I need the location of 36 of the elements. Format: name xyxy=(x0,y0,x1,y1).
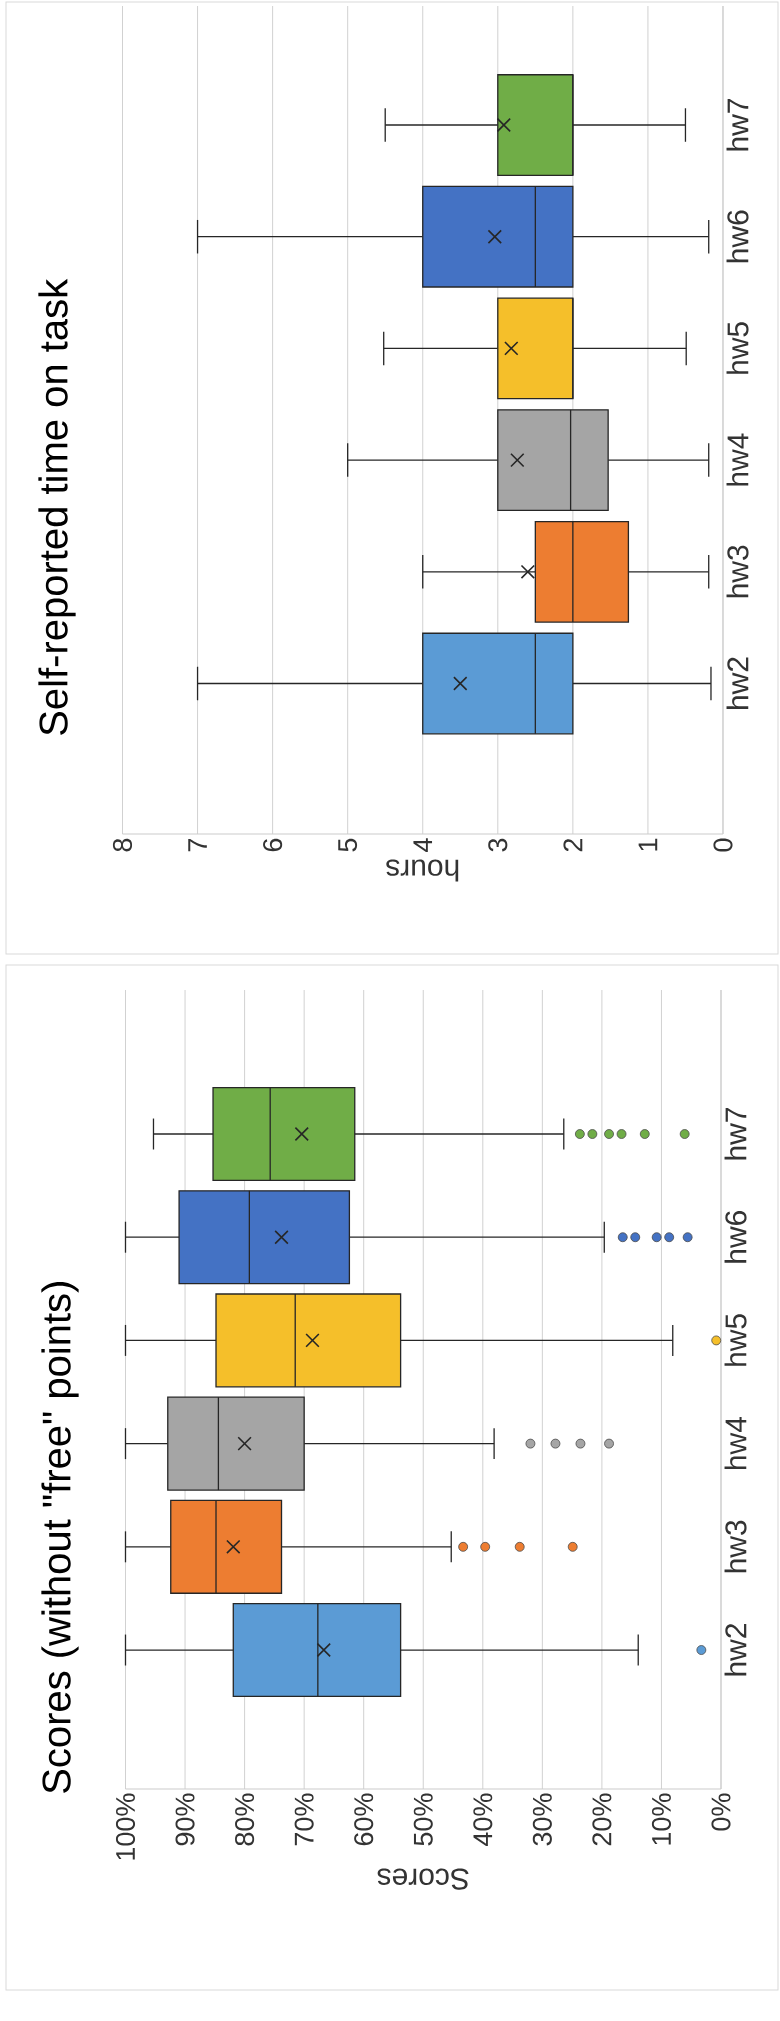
y-tick-label: hw2 xyxy=(724,1624,747,1676)
x-tick-label: 3 xyxy=(488,838,508,852)
x-tick-label: 8 xyxy=(112,838,133,852)
x-tick-label: 20% xyxy=(592,1793,612,1846)
y-tick-label: hw4 xyxy=(726,433,749,486)
x-tick-label: 40% xyxy=(473,1793,493,1846)
x-tick-label: 100% xyxy=(115,1793,136,1860)
y-tick-label: hw3 xyxy=(726,545,749,598)
y-tick-label: hw6 xyxy=(724,1211,747,1263)
x-tick-label: 90% xyxy=(175,1793,195,1846)
x-axis-title: Scores xyxy=(377,1868,469,1890)
y-tick-label: hw4 xyxy=(724,1416,747,1470)
x-tick-label: 80% xyxy=(235,1793,255,1846)
x-tick-label: 1 xyxy=(638,838,658,851)
x-tick-label: 2 xyxy=(563,838,583,852)
x-tick-label: 0% xyxy=(711,1793,731,1831)
text: Scores (without "free" points) xyxy=(41,1282,79,1793)
x-tick-label: 10% xyxy=(651,1793,672,1845)
y-tick-label: hw5 xyxy=(724,1314,747,1366)
text: Self-reported time on task xyxy=(38,278,76,735)
y-tick-label: hw3 xyxy=(724,1520,747,1573)
y-tick-label: hw7 xyxy=(724,1108,747,1160)
y-tick-label: hw5 xyxy=(726,322,749,374)
x-tick-label: 0 xyxy=(713,838,733,852)
x-tick-label: 60% xyxy=(354,1793,374,1846)
x-tick-label: 7 xyxy=(188,838,207,852)
x-tick-label: 30% xyxy=(532,1793,552,1846)
x-tick-label: 50% xyxy=(413,1793,433,1846)
x-tick-label: 4 xyxy=(413,838,433,852)
x-tick-label: 6 xyxy=(263,838,283,852)
y-tick-label: hw2 xyxy=(726,657,749,709)
x-tick-label: 5 xyxy=(338,838,358,852)
y-tick-label: hw7 xyxy=(726,99,749,151)
x-axis-title: hours xyxy=(386,859,459,882)
y-tick-label: hw6 xyxy=(726,210,749,263)
x-tick-label: 70% xyxy=(294,1793,314,1846)
